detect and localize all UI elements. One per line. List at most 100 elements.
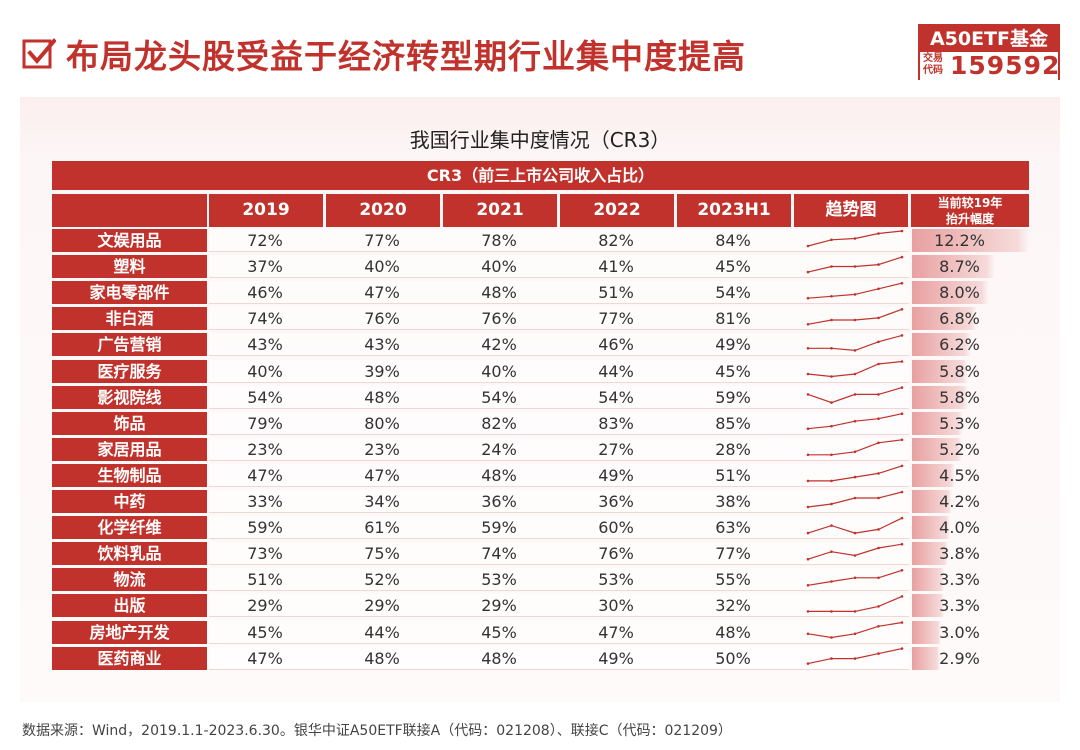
- data-source-note: 数据来源：Wind，2019.1.1-2023.6.30。银华中证A50ETF联…: [22, 723, 732, 739]
- table-cell: 85%: [715, 413, 751, 433]
- lift-cell: 5.8%: [912, 359, 1029, 383]
- checkbox-icon: [22, 38, 56, 69]
- lift-bar: [912, 385, 968, 409]
- table-row: [209, 255, 909, 279]
- table-cell: 53%: [481, 570, 517, 590]
- table-cell: 48%: [364, 387, 400, 407]
- table-cell: 45%: [715, 257, 751, 277]
- table-cell: 48%: [481, 283, 517, 303]
- lift-cell: 6.2%: [912, 333, 1029, 357]
- table-cell: 59%: [481, 518, 517, 538]
- table-cell: 78%: [481, 231, 517, 250]
- row-label: 出版: [52, 594, 207, 618]
- table-cell: 52%: [364, 570, 400, 590]
- lift-value: 5.2%: [939, 439, 980, 459]
- lift-value: 6.2%: [939, 335, 980, 355]
- table-row: [209, 620, 909, 644]
- table-row: [209, 516, 909, 540]
- lift-value: 5.3%: [939, 413, 980, 433]
- table-cell: 74%: [247, 309, 283, 329]
- table-cell: 51%: [598, 283, 634, 303]
- table-cell: 49%: [598, 465, 634, 485]
- table-cell: 50%: [715, 648, 751, 668]
- lift-cell: 4.2%: [912, 490, 1029, 513]
- row-label: 中药: [52, 490, 207, 513]
- row-label: 医药商业: [52, 646, 207, 670]
- header-2020: 2020: [326, 194, 440, 227]
- row-label: 房地产开发: [52, 620, 207, 644]
- badge-code: 159592: [950, 51, 1061, 80]
- table-cell: 48%: [481, 465, 517, 485]
- table-cell: 44%: [598, 361, 634, 381]
- lift-cell: 6.8%: [912, 307, 1029, 331]
- table-cell: 59%: [247, 518, 283, 538]
- table-cell: 48%: [364, 648, 400, 668]
- lift-cell: 5.2%: [912, 437, 1029, 461]
- lift-value: 3.3%: [939, 596, 980, 616]
- row-label: 影视院线: [52, 385, 207, 409]
- header-blank-cell: [52, 194, 207, 227]
- header-trend: 趋势图: [794, 194, 908, 227]
- row-label: 物流: [52, 568, 207, 592]
- table-cell: 38%: [715, 492, 751, 511]
- lift-value: 3.0%: [939, 622, 980, 642]
- table-cell: 53%: [598, 570, 634, 590]
- table-cell: 40%: [247, 361, 283, 381]
- table-cell: 51%: [247, 570, 283, 590]
- table-cell: 47%: [364, 283, 400, 303]
- table-cell: 84%: [715, 231, 751, 250]
- row-label: 广告营销: [52, 333, 207, 357]
- row-label: 生物制品: [52, 463, 207, 487]
- table-cell: 76%: [364, 309, 400, 329]
- row-label: 家居用品: [52, 437, 207, 461]
- table-row: [209, 542, 909, 566]
- lift-value: 4.5%: [939, 465, 980, 485]
- header-2023h1: 2023H1: [677, 194, 791, 227]
- row-label: 化学纤维: [52, 516, 207, 540]
- header-lift: 当前较19年 抬升幅度: [911, 194, 1029, 227]
- table-cell: 79%: [247, 413, 283, 433]
- lift-value: 12.2%: [934, 231, 985, 250]
- table-cell: 49%: [598, 648, 634, 668]
- table-cell: 77%: [715, 544, 751, 564]
- table-row: [209, 568, 909, 592]
- table-cell: 32%: [715, 596, 751, 616]
- table-cell: 30%: [598, 596, 634, 616]
- table-cell: 33%: [247, 492, 283, 511]
- row-label: 医疗服务: [52, 359, 207, 383]
- table-cell: 83%: [598, 413, 634, 433]
- table-cell: 23%: [247, 439, 283, 459]
- table-cell: 45%: [715, 361, 751, 381]
- lift-cell: 8.0%: [912, 281, 1029, 305]
- lift-value: 3.3%: [939, 570, 980, 590]
- table-cell: 49%: [715, 335, 751, 355]
- table-cell: 48%: [481, 648, 517, 668]
- table-row: [209, 385, 909, 409]
- table-subtitle: CR3（前三上市公司收入占比）: [52, 161, 1029, 190]
- lift-value: 8.7%: [939, 257, 980, 277]
- lift-cell: 3.3%: [912, 594, 1029, 618]
- table-cell: 29%: [247, 596, 283, 616]
- fund-badge: A50ETF基金 交易代码 159592: [918, 24, 1060, 80]
- table-cell: 72%: [247, 231, 283, 250]
- lift-bar: [912, 333, 972, 357]
- table-cell: 41%: [598, 257, 634, 277]
- table-cell: 54%: [715, 283, 751, 303]
- table-cell: 63%: [715, 518, 751, 538]
- table-cell: 48%: [715, 622, 751, 642]
- table-cell: 47%: [247, 465, 283, 485]
- lift-cell: 3.8%: [912, 542, 1029, 566]
- table-cell: 43%: [247, 335, 283, 355]
- table-cell: 23%: [364, 439, 400, 459]
- table-cell: 54%: [247, 387, 283, 407]
- table-cell: 55%: [715, 570, 751, 590]
- row-label: 文娱用品: [52, 229, 207, 252]
- lift-value: 4.0%: [939, 518, 980, 538]
- table-cell: 76%: [481, 309, 517, 329]
- table-cell: 44%: [364, 622, 400, 642]
- lift-bar: [912, 229, 1029, 252]
- table-cell: 24%: [481, 439, 517, 459]
- table-cell: 54%: [598, 387, 634, 407]
- table-cell: 28%: [715, 439, 751, 459]
- table-cell: 80%: [364, 413, 400, 433]
